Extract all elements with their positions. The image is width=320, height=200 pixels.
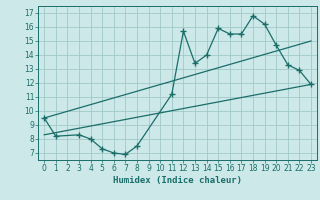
- X-axis label: Humidex (Indice chaleur): Humidex (Indice chaleur): [113, 176, 242, 185]
